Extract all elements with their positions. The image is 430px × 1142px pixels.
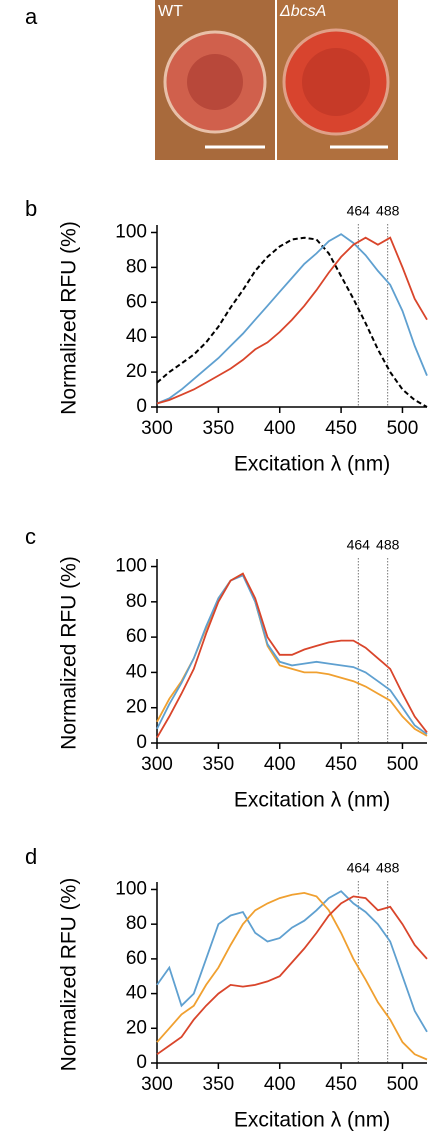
series-line bbox=[156, 895, 428, 1056]
x-tick-label: 300 bbox=[141, 418, 173, 439]
panel-label: c bbox=[25, 524, 36, 549]
series-line bbox=[156, 236, 428, 405]
y-axis-title: Normalized RFU (%) bbox=[58, 221, 81, 415]
y-tick-label: 80 bbox=[126, 591, 147, 612]
y-tick-label: 80 bbox=[126, 256, 147, 277]
reference-label: 464 bbox=[347, 860, 371, 876]
reference-label: 488 bbox=[376, 860, 400, 876]
x-tick-label: 500 bbox=[387, 754, 419, 775]
panel-label: b bbox=[25, 196, 37, 221]
y-tick-label: 60 bbox=[126, 291, 147, 312]
y-axis-title: Normalized RFU (%) bbox=[58, 556, 81, 750]
x-tick-label: 500 bbox=[387, 418, 419, 439]
y-tick-label: 0 bbox=[136, 396, 147, 417]
x-tick-label: 350 bbox=[203, 754, 235, 775]
panel-label: d bbox=[25, 844, 37, 869]
reference-label: 488 bbox=[376, 537, 400, 553]
x-tick-label: 300 bbox=[141, 754, 173, 775]
x-axis-title: Excitation λ (nm) bbox=[234, 1109, 390, 1132]
x-tick-label: 300 bbox=[141, 1074, 173, 1095]
panel-label: a bbox=[25, 4, 38, 29]
y-tick-label: 80 bbox=[126, 913, 147, 934]
series-line bbox=[156, 572, 428, 739]
y-tick-label: 0 bbox=[136, 1052, 147, 1073]
y-tick-label: 20 bbox=[126, 361, 147, 382]
y-tick-label: 40 bbox=[126, 326, 147, 347]
y-tick-label: 0 bbox=[136, 732, 147, 753]
series-line bbox=[156, 233, 428, 405]
reference-label: 488 bbox=[376, 203, 400, 219]
y-tick-label: 100 bbox=[115, 556, 147, 577]
series-line bbox=[156, 891, 428, 1061]
photo-label: WT bbox=[158, 3, 183, 20]
x-tick-label: 450 bbox=[325, 1074, 357, 1095]
y-tick-label: 100 bbox=[115, 222, 147, 243]
photo-label: ΔbcsA bbox=[279, 3, 326, 20]
series-line bbox=[156, 574, 428, 735]
y-tick-label: 20 bbox=[126, 1017, 147, 1038]
x-tick-label: 450 bbox=[325, 754, 357, 775]
x-tick-label: 350 bbox=[203, 1074, 235, 1095]
x-tick-label: 400 bbox=[264, 1074, 296, 1095]
y-tick-label: 40 bbox=[126, 983, 147, 1004]
reference-label: 464 bbox=[347, 203, 371, 219]
x-tick-label: 400 bbox=[264, 754, 296, 775]
colony-center bbox=[187, 54, 243, 110]
y-tick-label: 60 bbox=[126, 626, 147, 647]
x-tick-label: 350 bbox=[203, 418, 235, 439]
y-tick-label: 40 bbox=[126, 661, 147, 682]
y-tick-label: 100 bbox=[115, 878, 147, 899]
x-tick-label: 450 bbox=[325, 418, 357, 439]
series-line bbox=[156, 236, 428, 408]
x-tick-label: 400 bbox=[264, 418, 296, 439]
colony-center bbox=[302, 48, 370, 116]
y-tick-label: 60 bbox=[126, 948, 147, 969]
reference-label: 464 bbox=[347, 537, 371, 553]
x-axis-title: Excitation λ (nm) bbox=[234, 789, 390, 812]
series-line bbox=[156, 890, 428, 1033]
x-axis-title: Excitation λ (nm) bbox=[234, 453, 390, 476]
x-tick-label: 500 bbox=[387, 1074, 419, 1095]
y-axis-title: Normalized RFU (%) bbox=[58, 878, 81, 1072]
y-tick-label: 20 bbox=[126, 697, 147, 718]
